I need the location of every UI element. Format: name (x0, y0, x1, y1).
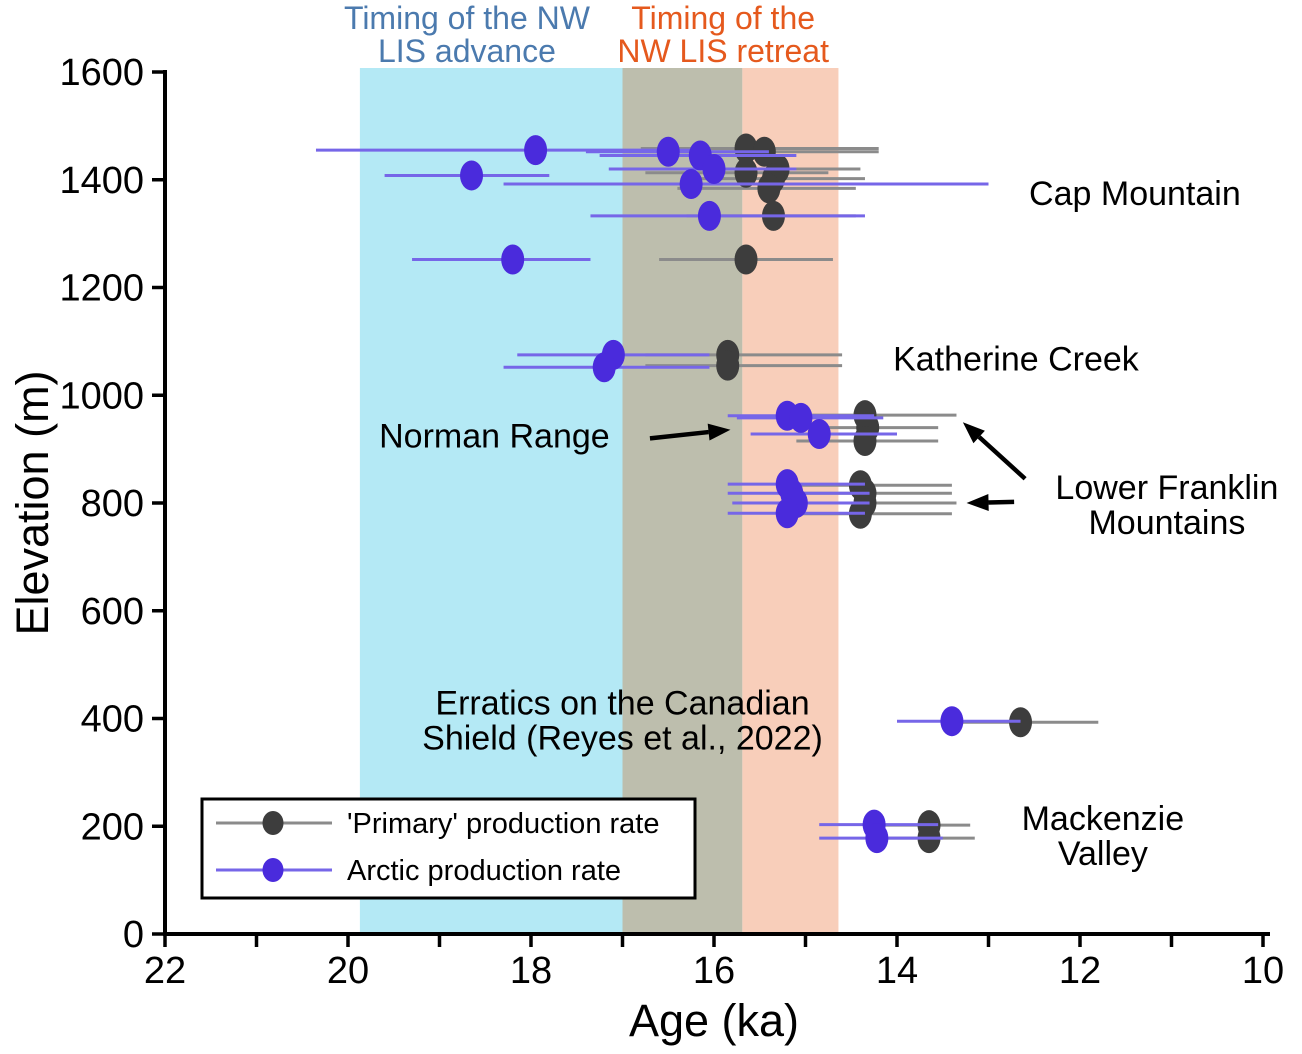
label-katherine-creek: Katherine Creek (893, 341, 1140, 379)
y-tick-label: 1400 (59, 160, 144, 202)
x-tick-label: 14 (876, 950, 918, 992)
data-points-layer (315, 133, 1099, 854)
arrow-shaft (988, 499, 1015, 505)
data-point (807, 419, 831, 450)
y-tick-label: 1200 (59, 268, 144, 310)
data-point (592, 352, 616, 383)
x-tick-label: 16 (693, 950, 735, 992)
data-point (656, 136, 680, 167)
data-point (716, 350, 740, 381)
data-point (757, 173, 781, 204)
data-point (789, 402, 813, 433)
data-point (679, 169, 703, 200)
label-mackenzie-line1: Mackenzie (1022, 800, 1185, 838)
x-tick-label: 20 (327, 950, 369, 992)
annotation-arrows (649, 422, 1027, 511)
x-tick-label: 10 (1242, 950, 1284, 992)
band (622, 68, 743, 934)
arrow-head (966, 494, 989, 511)
x-tick-label: 18 (510, 950, 552, 992)
y-tick-label: 600 (81, 591, 144, 633)
legend: 'Primary' production rate Arctic product… (200, 797, 697, 900)
primary-marker-icon (262, 811, 284, 835)
data-point (460, 160, 484, 191)
label-erratics-line2: Shield (Reyes et al., 2022) (422, 719, 823, 757)
band (359, 68, 623, 934)
arrow-shaft (977, 435, 1027, 481)
arrow-head (707, 423, 731, 441)
retreat-band-title-line2: NW LIS retreat (617, 33, 829, 69)
x-axis-title: Age (ka) (629, 995, 799, 1046)
data-point (775, 498, 799, 529)
x-tick-label: 22 (144, 950, 186, 992)
data-point (940, 706, 964, 737)
retreat-band-title-line1: Timing of the (631, 0, 815, 36)
label-erratics-line1: Erratics on the Canadian (435, 684, 809, 722)
arctic-marker-icon (262, 858, 284, 882)
y-tick-label: 800 (81, 483, 144, 525)
data-point (697, 200, 721, 231)
arrow-head (962, 422, 985, 444)
y-tick-label: 1000 (59, 375, 144, 417)
data-point (734, 244, 758, 275)
advance-band-title-line1: Timing of the NW (344, 0, 591, 36)
y-tick-label: 400 (81, 699, 144, 741)
y-tick-label: 200 (81, 806, 144, 848)
advance-band-title-line2: LIS advance (378, 33, 556, 69)
axes-layer: 22 20 18 16 14 12 10 0 200 400 600 800 1000 1200 1400 1… (59, 52, 1284, 992)
label-cap-mountain: Cap Mountain (1029, 175, 1241, 213)
y-tick-label: 1600 (59, 52, 144, 94)
data-point (865, 823, 889, 854)
data-point (702, 153, 726, 184)
data-point (524, 135, 548, 166)
label-lower-franklin-line2: Mountains (1088, 504, 1245, 542)
x-tick-label: 12 (1059, 950, 1101, 992)
data-point (501, 244, 525, 275)
data-point (734, 157, 758, 188)
legend-box (200, 797, 697, 900)
legend-arctic-label: Arctic production rate (347, 855, 621, 887)
y-tick-label: 0 (123, 914, 144, 956)
label-mackenzie-line2: Valley (1058, 835, 1148, 873)
data-point (853, 426, 877, 457)
markers (460, 135, 964, 854)
timing-bands (359, 68, 839, 934)
label-lower-franklin-line1: Lower Franklin (1055, 469, 1278, 507)
arrow-shaft (649, 429, 709, 441)
legend-primary-label: 'Primary' production rate (347, 808, 659, 840)
y-axis-title: Elevation (m) (7, 370, 58, 635)
label-norman-range: Norman Range (379, 418, 610, 456)
